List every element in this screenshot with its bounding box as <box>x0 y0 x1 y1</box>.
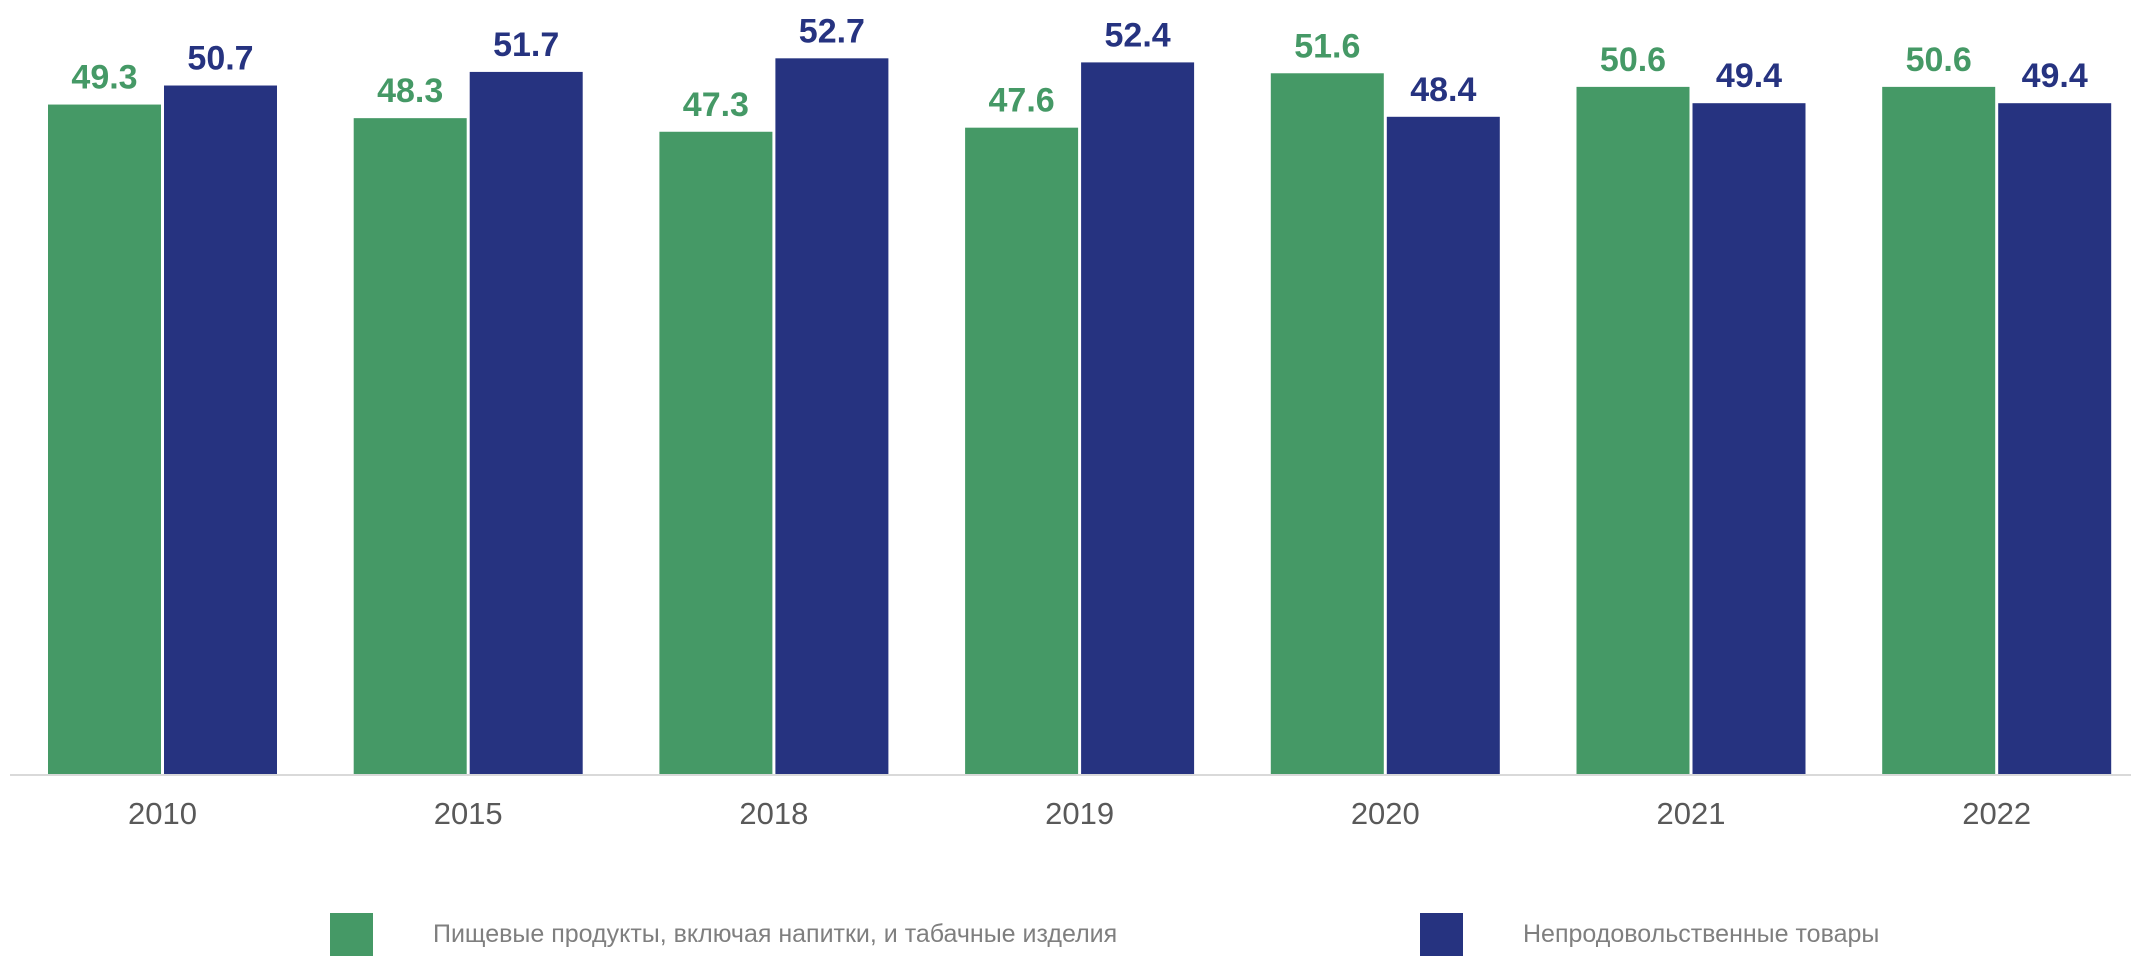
value-label-food-2020: 51.6 <box>1294 27 1360 65</box>
bar-food-2015 <box>353 118 467 776</box>
bar-food-2021 <box>1576 86 1690 775</box>
bar-nonfood-2022 <box>1998 103 2112 776</box>
x-axis-tick-labels: 2010 2015 2018 2019 2020 2021 2022 <box>128 796 2031 831</box>
bar-nonfood-2010 <box>164 85 277 775</box>
value-label-nonfood-2020: 48.4 <box>1410 71 1476 109</box>
legend-label-food: Пищевые продукты, включая напитки, и таб… <box>433 919 1118 948</box>
legend: Пищевые продукты, включая напитки, и таб… <box>0 912 2131 956</box>
legend-label-nonfood: Непродовольственные товары <box>1523 919 1880 948</box>
bar-food-2022 <box>1882 86 1996 775</box>
bar-food-2019 <box>965 127 1079 776</box>
legend-item-food: Пищевые продукты, включая напитки, и таб… <box>330 912 1117 956</box>
value-label-food-2010: 49.3 <box>71 59 137 97</box>
x-tick-label-2019: 2019 <box>1045 796 1114 831</box>
x-tick-label-2022: 2022 <box>1962 796 2031 831</box>
value-label-food-2022: 50.6 <box>1906 41 1972 79</box>
legend-item-nonfood: Непродовольственные товары <box>1420 912 1879 956</box>
value-labels-layer: 49.3 50.7 48.3 51.7 47.3 52.7 47.6 52.4 51.6 48.4… <box>71 12 2087 123</box>
value-label-nonfood-2021: 49.4 <box>1716 57 1782 95</box>
bar-food-2018 <box>659 131 773 775</box>
value-label-food-2015: 48.3 <box>377 72 443 110</box>
bar-food-2020 <box>1270 73 1384 775</box>
x-tick-label-2010: 2010 <box>128 796 197 831</box>
bar-nonfood-2015 <box>469 71 583 776</box>
legend-swatch-nonfood <box>1420 912 1463 956</box>
x-tick-label-2018: 2018 <box>739 796 808 831</box>
x-tick-label-2015: 2015 <box>434 796 503 831</box>
bars-layer <box>48 58 2112 776</box>
legend-swatch-food <box>330 912 373 956</box>
value-label-food-2021: 50.6 <box>1600 41 1666 79</box>
bar-food-2010 <box>48 104 161 776</box>
value-label-nonfood-2019: 52.4 <box>1105 16 1171 54</box>
value-label-nonfood-2010: 50.7 <box>187 40 253 78</box>
value-label-nonfood-2015: 51.7 <box>493 26 559 64</box>
value-label-nonfood-2018: 52.7 <box>799 12 865 50</box>
bar-nonfood-2021 <box>1692 103 1806 776</box>
x-tick-label-2021: 2021 <box>1657 796 1726 831</box>
value-label-food-2019: 47.6 <box>989 82 1055 120</box>
value-label-food-2018: 47.3 <box>683 86 749 124</box>
bar-nonfood-2018 <box>775 58 889 776</box>
x-tick-label-2020: 2020 <box>1351 796 1420 831</box>
bar-nonfood-2019 <box>1081 62 1195 776</box>
value-label-nonfood-2022: 49.4 <box>2022 57 2088 95</box>
bar-nonfood-2020 <box>1386 116 1500 776</box>
